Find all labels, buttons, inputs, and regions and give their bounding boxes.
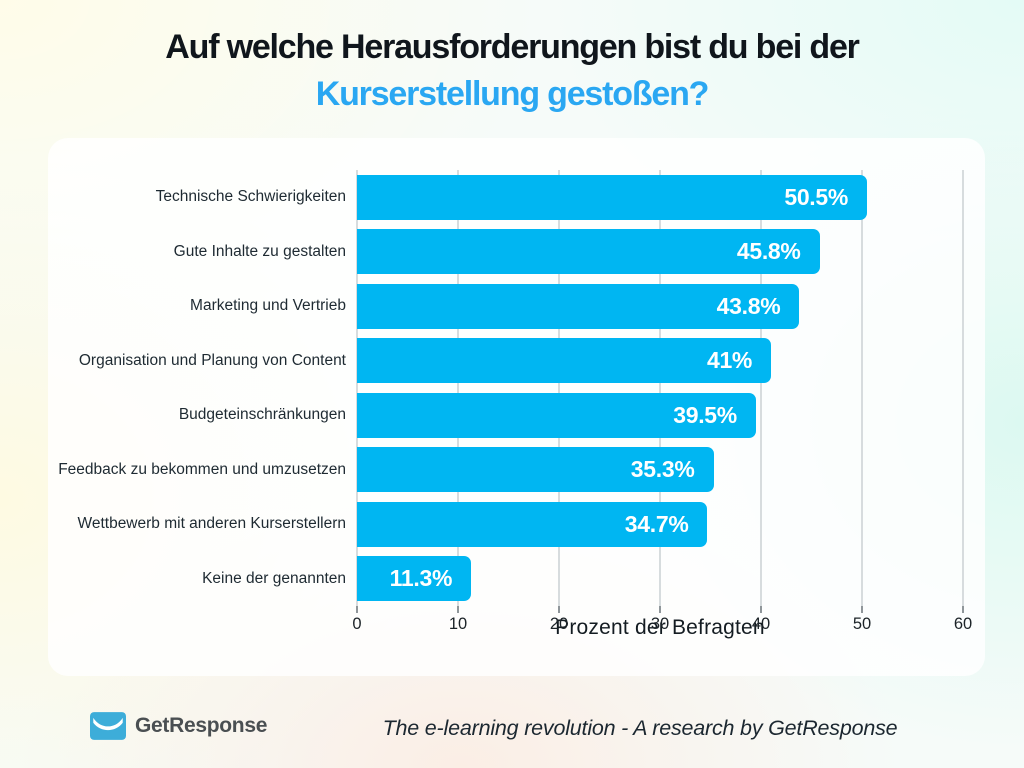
x-axis-tick-label: 0	[352, 615, 362, 633]
footer-caption: The e-learning revolution - A research b…	[382, 716, 898, 740]
x-axis-tick	[356, 606, 358, 613]
chart-row: 11.3%	[357, 552, 963, 607]
bar-value-label: 39.5%	[673, 401, 737, 428]
chart-title-line2: Kurserstellung gestoßen?	[315, 74, 710, 113]
bar-category-label: Budgeteinschränkungen	[178, 406, 346, 424]
x-axis-tick	[962, 606, 964, 613]
chart-row: 41%	[357, 334, 963, 389]
x-axis: 0 10 20 30 40 50 60	[352, 606, 972, 636]
bar-value-label: 11.3%	[389, 565, 453, 592]
bar-value-label: 43.8%	[716, 292, 781, 319]
x-axis-tick	[659, 606, 661, 613]
x-axis-tick-label: 30	[650, 615, 670, 633]
bar: 43.8%	[357, 283, 800, 329]
bar: 34.7%	[357, 501, 708, 547]
plot-area: 50.5% 45.8% 43.8% 41% 39.5% 35.3% 34.7% 11.3% 0…	[352, 170, 972, 633]
bar-value-label: 50.5%	[784, 183, 849, 210]
gridline	[356, 170, 358, 606]
bar: 35.3%	[357, 447, 714, 493]
x-axis-label: Prozent der Befragten	[555, 616, 765, 639]
chart-row: 45.8%	[357, 225, 963, 280]
bar: 45.8%	[357, 229, 820, 275]
gridline	[457, 170, 459, 606]
x-axis-tick-label: 20	[549, 615, 569, 633]
bar-category-label: Marketing und Vertrieb	[190, 297, 346, 315]
gridline	[760, 170, 762, 606]
chart-row: 35.3%	[357, 443, 963, 498]
bar-value-label: 34.7%	[624, 510, 689, 537]
gridline	[558, 170, 560, 606]
bar: 50.5%	[357, 174, 868, 220]
bar: 11.3%	[357, 556, 472, 602]
x-axis-tick-label: 40	[751, 615, 771, 633]
chart-title: Auf welche Herausforderungen bist du bei…	[0, 26, 1024, 115]
bar-value-label: 35.3%	[630, 456, 695, 483]
x-axis-tick	[457, 606, 459, 613]
bar-chart: Technische Schwierigkeiten Gute Inhalte z…	[48, 170, 972, 633]
chart-title-line1: Auf welche Herausforderungen bist du bei…	[165, 28, 860, 66]
brand-name: GetResponse	[135, 714, 268, 737]
chart-card: Technische Schwierigkeiten Gute Inhalte z…	[48, 138, 985, 676]
footer: GetResponse The e-learning revolution - …	[0, 706, 1024, 756]
bar-value-label: 41%	[706, 347, 753, 374]
bar-category-label: Gute Inhalte zu gestalten	[173, 242, 346, 260]
chart-row: 39.5%	[357, 388, 963, 443]
gridline	[659, 170, 661, 606]
x-axis-tick	[861, 606, 863, 613]
envelope-icon	[90, 712, 126, 740]
x-axis-tick	[760, 606, 762, 613]
gridline	[861, 170, 863, 606]
chart-row: 43.8%	[357, 279, 963, 334]
getresponse-logo: GetResponse	[90, 712, 267, 740]
chart-rows: 50.5% 45.8% 43.8% 41% 39.5% 35.3% 34.7% 11.3%	[357, 170, 963, 606]
bar-category-label: Organisation und Planung von Content	[78, 351, 346, 369]
category-labels-column: Technische Schwierigkeiten Gute Inhalte z…	[48, 170, 357, 606]
bar-category-label: Keine der genannten	[202, 569, 346, 587]
chart-row: 34.7%	[357, 497, 963, 552]
bar: 39.5%	[357, 392, 756, 438]
bar: 41%	[357, 338, 772, 384]
x-axis-tick-label: 10	[448, 615, 468, 633]
bar-category-label: Feedback zu bekommen und umzusetzen	[58, 460, 346, 478]
x-axis-tick-label: 50	[852, 615, 872, 633]
x-axis-tick-label: 60	[953, 615, 973, 633]
bar-value-label: 45.8%	[736, 238, 801, 265]
gridline	[962, 170, 964, 606]
bar-category-label: Technische Schwierigkeiten	[155, 188, 346, 206]
x-axis-tick	[558, 606, 560, 613]
bar-category-label: Wettbewerb mit anderen Kurserstellern	[77, 515, 346, 533]
chart-row: 50.5%	[357, 170, 963, 225]
